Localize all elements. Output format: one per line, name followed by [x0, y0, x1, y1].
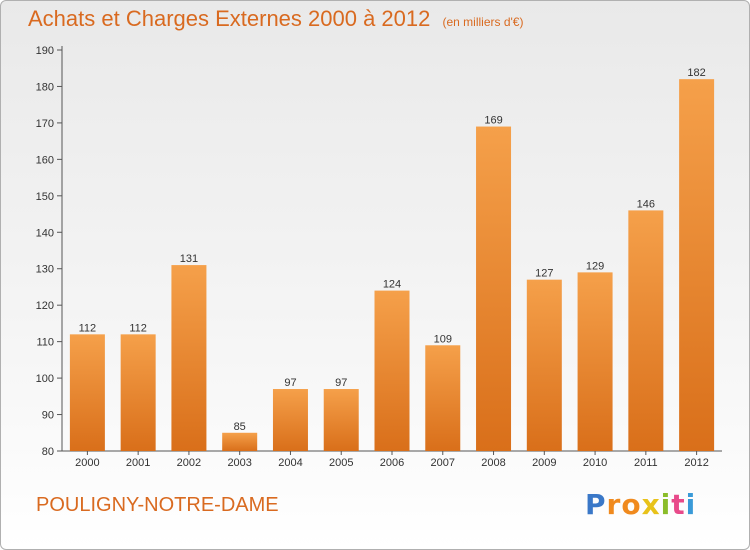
- y-tick-label: 100: [36, 373, 54, 385]
- logo-letter: r: [606, 488, 622, 521]
- x-tick-label-2003: 2003: [227, 457, 251, 469]
- logo-letter: i: [660, 488, 672, 521]
- x-tick-label-2009: 2009: [532, 457, 556, 469]
- value-label-2001: 112: [129, 322, 147, 334]
- x-tick-label-2001: 2001: [126, 457, 150, 469]
- x-tick-label-2011: 2011: [634, 457, 658, 469]
- y-tick-label: 120: [36, 300, 54, 312]
- x-tick-label-2010: 2010: [583, 457, 607, 469]
- bar-2005: [323, 389, 359, 451]
- y-tick-label: 130: [36, 264, 54, 276]
- value-label-2010: 129: [586, 260, 604, 272]
- y-tick-label: 150: [36, 191, 54, 203]
- x-tick-label-2008: 2008: [481, 457, 505, 469]
- logo-letter: o: [621, 488, 642, 521]
- bar-2008: [476, 126, 512, 452]
- x-tick-label-2006: 2006: [380, 457, 404, 469]
- y-tick-label: 160: [36, 154, 54, 166]
- y-axis: 80 90 100 110 120 130 140 150 160 170 180 190: [36, 45, 63, 458]
- value-label-2007: 109: [434, 333, 452, 345]
- value-label-2004: 97: [284, 377, 296, 389]
- bar-2011: [628, 210, 664, 451]
- chart-title: Achats et Charges Externes 2000 à 2012 (…: [28, 6, 523, 32]
- logo-letter: P: [585, 488, 607, 521]
- bar-2003: [222, 432, 258, 451]
- value-label-2000: 112: [79, 322, 97, 334]
- proxiti-logo: Proxiti: [585, 488, 696, 521]
- value-label-2005: 97: [335, 377, 347, 389]
- logo-letter: i: [685, 488, 697, 521]
- y-tick-label: 190: [36, 45, 54, 57]
- x-tick-label-2012: 2012: [684, 457, 708, 469]
- y-tick-label: 110: [36, 337, 54, 349]
- value-label-2008: 169: [484, 115, 502, 127]
- value-label-2011: 146: [637, 198, 655, 210]
- x-tick-label-2002: 2002: [177, 457, 201, 469]
- bars: 112 112 131 85 97 97 124 109 169 127 129 146 182: [69, 67, 715, 452]
- value-label-2006: 124: [383, 279, 401, 291]
- y-tick-label: 90: [42, 410, 54, 422]
- y-tick-label: 170: [36, 118, 54, 130]
- x-tick-label-2005: 2005: [329, 457, 353, 469]
- bar-2004: [272, 389, 308, 451]
- value-label-2009: 127: [535, 268, 553, 280]
- x-tick-label-2007: 2007: [431, 457, 455, 469]
- x-tick-label-2004: 2004: [278, 457, 302, 469]
- x-tick-label-2000: 2000: [75, 457, 99, 469]
- bar-2000: [69, 334, 105, 451]
- bar-2006: [374, 290, 410, 451]
- bar-2010: [577, 272, 613, 451]
- logo-letter: t: [671, 488, 686, 521]
- value-label-2003: 85: [234, 421, 246, 433]
- y-tick-label: 80: [42, 446, 54, 458]
- x-axis: 2000 2001 2002 2003 2004 2005 2006 2007 2008 2009…: [62, 450, 722, 469]
- bar-2002: [171, 265, 207, 451]
- bar-2009: [526, 279, 562, 451]
- y-tick-label: 140: [36, 227, 54, 239]
- value-label-2002: 131: [180, 253, 198, 265]
- value-label-2012: 182: [687, 67, 705, 79]
- chart-subtitle: (en milliers d'€): [442, 15, 524, 29]
- bar-2012: [679, 79, 715, 451]
- logo-letter: x: [641, 488, 661, 521]
- bar-2001: [120, 334, 156, 451]
- town-name: POULIGNY-NOTRE-DAME: [36, 494, 279, 516]
- y-tick-label: 180: [36, 81, 54, 93]
- chart-title-text: Achats et Charges Externes 2000 à 2012: [28, 6, 431, 31]
- bar-2007: [425, 345, 461, 451]
